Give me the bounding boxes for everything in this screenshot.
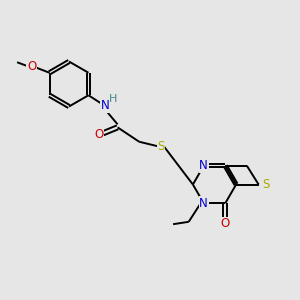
Text: H: H (109, 94, 118, 104)
Text: N: N (100, 99, 109, 112)
Text: O: O (27, 60, 36, 73)
Text: N: N (199, 197, 208, 210)
Text: N: N (199, 159, 208, 172)
Text: S: S (262, 178, 270, 191)
Text: O: O (94, 128, 103, 141)
Text: O: O (221, 217, 230, 230)
Text: S: S (157, 140, 164, 153)
